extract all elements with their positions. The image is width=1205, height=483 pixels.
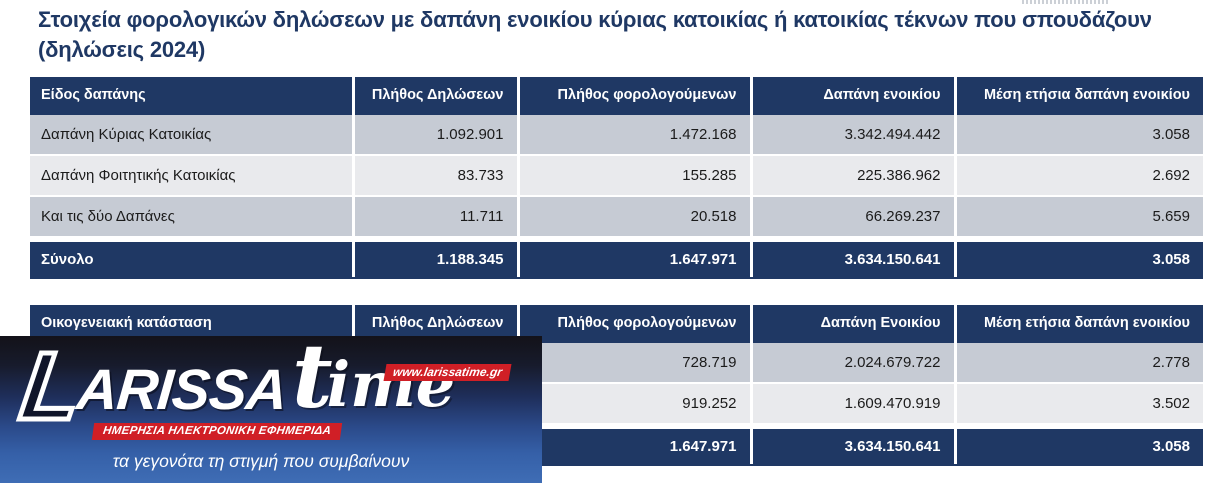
cell: 3.634.150.641 bbox=[751, 423, 957, 464]
logo-url-badge: www.larissatime.gr bbox=[383, 364, 512, 381]
header-cell: Πλήθος Δηλώσεων bbox=[353, 77, 520, 114]
cell: 919.252 bbox=[518, 383, 753, 427]
cell: 1.647.971 bbox=[518, 423, 753, 464]
cell: 728.719 bbox=[518, 341, 753, 384]
cell: 1.092.901 bbox=[353, 113, 520, 156]
cell: 1.647.971 bbox=[518, 236, 753, 277]
logo-time-t: t bbox=[292, 324, 333, 428]
cell: 83.733 bbox=[353, 155, 520, 197]
cell: 11.711 bbox=[353, 196, 520, 240]
header-cell: Πλήθος Δηλώσεων bbox=[353, 305, 520, 342]
logo-wordmark-arissa: ARISSA bbox=[73, 358, 289, 422]
table-row: Δαπάνη Φοιτητικής Κατοικίας 83.733 155.2… bbox=[30, 155, 1203, 197]
header-cell: Πλήθος φορολογούμενων bbox=[518, 305, 753, 342]
header-cell: Δαπάνη Ενοικίου bbox=[751, 305, 957, 342]
cell: 2.778 bbox=[955, 341, 1203, 384]
header-cell: Είδος δαπάνης bbox=[30, 77, 355, 114]
header-cell: Οικογενειακή κατάσταση bbox=[30, 305, 355, 342]
header-cell: Μέση ετήσια δαπάνη ενοικίου bbox=[955, 77, 1203, 114]
page-title: Στοιχεία φορολογικών δηλώσεων με δαπάνη … bbox=[38, 7, 1152, 62]
logo-tagline: τα γεγονότα τη στιγμή που συμβαίνουν bbox=[112, 451, 410, 471]
logo-subtitle-strip: ΗΜΕΡΗΣΙΑ ΗΛΕΚΤΡΟΝΙΚΗ ΕΦΗΜΕΡΙΔΑ bbox=[91, 423, 343, 440]
cell: 3.342.494.442 bbox=[751, 113, 957, 156]
faint-watermark bbox=[1022, 0, 1110, 4]
cell: 2.024.679.722 bbox=[751, 341, 957, 384]
cell: 225.386.962 bbox=[751, 155, 957, 197]
cell: Και τις δύο Δαπάνες bbox=[30, 196, 355, 240]
total-row: Σύνολο 1.188.345 1.647.971 3.634.150.641… bbox=[30, 236, 1203, 277]
cell: 3.058 bbox=[955, 236, 1203, 277]
table-row: Και τις δύο Δαπάνες 11.711 20.518 66.269… bbox=[30, 196, 1203, 240]
cell: Δαπάνη Κύριας Κατοικίας bbox=[30, 113, 355, 156]
table2-header-row: Οικογενειακή κατάσταση Πλήθος Δηλώσεων Π… bbox=[30, 305, 1203, 342]
cell: 1.188.345 bbox=[353, 236, 520, 277]
cell: 20.518 bbox=[518, 196, 753, 240]
cell: 66.269.237 bbox=[751, 196, 957, 240]
header-cell: Πλήθος φορολογούμενων bbox=[518, 77, 753, 114]
logo-wordmark-larissa: LARISSA bbox=[12, 331, 289, 443]
cell: Δαπάνη Φοιτητικής Κατοικίας bbox=[30, 155, 355, 197]
header-cell: Δαπάνη ενοικίου bbox=[751, 77, 957, 114]
cell: 155.285 bbox=[518, 155, 753, 197]
logo-wordmark-time: time bbox=[292, 324, 456, 428]
table-row: Δαπάνη Κύριας Κατοικίας 1.092.901 1.472.… bbox=[30, 113, 1203, 156]
cell: 1.609.470.919 bbox=[751, 383, 957, 427]
expense-type-table: Είδος δαπάνης Πλήθος Δηλώσεων Πλήθος φορ… bbox=[30, 77, 1203, 279]
cell: 2.692 bbox=[955, 155, 1203, 197]
cell: 5.659 bbox=[955, 196, 1203, 240]
cell: 3.058 bbox=[955, 113, 1203, 156]
cell: 3.634.150.641 bbox=[751, 236, 957, 277]
header-cell: Μέση ετήσια δαπάνη ενοικίου bbox=[955, 305, 1203, 342]
cell: Σύνολο bbox=[30, 236, 355, 277]
logo-time-rest: ime bbox=[326, 348, 456, 421]
cell: 3.502 bbox=[955, 383, 1203, 427]
cell: 1.472.168 bbox=[518, 113, 753, 156]
cell: 3.058 bbox=[955, 423, 1203, 464]
table1-header-row: Είδος δαπάνης Πλήθος Δηλώσεων Πλήθος φορ… bbox=[30, 77, 1203, 114]
larissatime-logo: LARISSA time www.larissatime.gr ΗΜΕΡΗΣΙΑ… bbox=[0, 324, 542, 483]
